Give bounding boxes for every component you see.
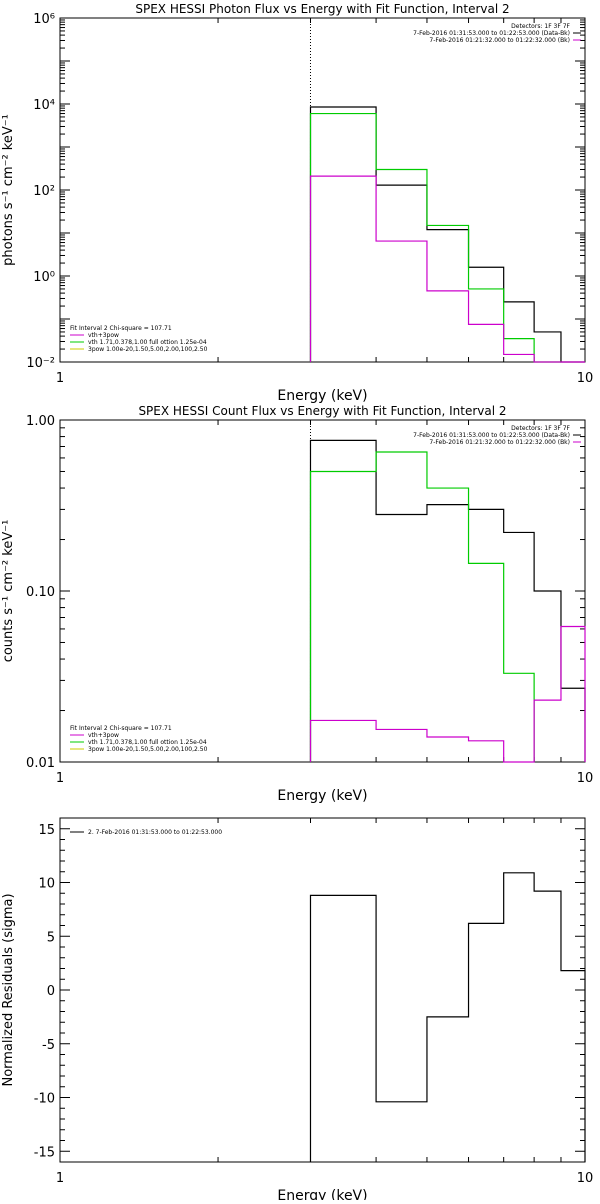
- y-axis-label: photons s⁻¹ cm⁻² keV⁻¹: [1, 114, 16, 266]
- chart-title: SPEX HESSI Photon Flux vs Energy with Fi…: [135, 2, 509, 16]
- y-tick-label: 10⁻²: [26, 356, 55, 371]
- x-axis-label: Energy (keV): [277, 788, 367, 804]
- legend-item: vth 1.71,0.378,1.00 full ottion 1.25e-04: [88, 739, 207, 746]
- y-tick-label: 0.10: [26, 585, 55, 600]
- header-text: Detectors: 1F 3F 7F: [511, 425, 570, 432]
- legend-item: vth 1.71,0.378,1.00 full ottion 1.25e-04: [88, 339, 207, 346]
- y-tick-label: 10⁰: [33, 270, 55, 285]
- y-axis-label: Normalized Residuals (sigma): [1, 893, 16, 1086]
- y-tick-label: 15: [38, 823, 55, 838]
- x-tick-label: 1: [56, 371, 64, 386]
- legend-item: 3pow 1.00e-20,1.50,5.00,2.00,100,2.50: [88, 346, 208, 353]
- y-tick-label: 1.00: [26, 414, 55, 429]
- legend-item: 3pow 1.00e-20,1.50,5.00,2.00,100,2.50: [88, 746, 208, 753]
- y-tick-label: 10⁴: [33, 98, 55, 113]
- plot-frame: [59, 817, 586, 1163]
- x-tick-label: 1: [56, 771, 64, 786]
- header-text: Detectors: 1F 3F 7F: [511, 23, 570, 30]
- y-tick-label: 10⁶: [33, 12, 55, 27]
- x-tick-label: 10: [577, 771, 594, 786]
- header-text: 7-Feb-2016 01:31:53.000 to 01:22:53.000 …: [413, 30, 570, 37]
- header-text: 7-Feb-2016 01:31:53.000 to 01:22:53.000 …: [413, 432, 570, 439]
- y-axis-label: counts s⁻¹ cm⁻² keV⁻¹: [1, 520, 16, 663]
- y-tick-label: -15: [34, 1145, 55, 1160]
- chart-panel-1: [59, 17, 586, 363]
- y-tick-label: -10: [34, 1092, 55, 1107]
- legend-item: vth+3pow: [88, 332, 119, 339]
- chart-title: SPEX HESSI Count Flux vs Energy with Fit…: [138, 404, 506, 418]
- x-tick-label: 10: [577, 371, 594, 386]
- legend-title: Fit Interval 2 Chi-square = 107.71: [70, 725, 172, 732]
- x-axis-label: Energy (keV): [277, 388, 367, 404]
- y-tick-label: 0: [47, 984, 55, 999]
- y-tick-label: 10²: [33, 184, 55, 199]
- legend-item: vth+3pow: [88, 732, 119, 739]
- y-tick-label: -5: [42, 1038, 55, 1053]
- plot-frame: [59, 17, 586, 363]
- series-step-line-1: [309, 872, 586, 1162]
- series-step-line-3: [309, 175, 585, 363]
- chart-panel-2: [59, 419, 586, 763]
- y-tick-label: 10: [38, 877, 55, 892]
- y-tick-label: 0.01: [26, 756, 55, 771]
- x-axis-label: Energy (keV): [277, 1188, 367, 1200]
- x-tick-label: 10: [577, 1171, 594, 1186]
- series-step-line-2: [309, 112, 561, 363]
- legend-item: 2. 7-Feb-2016 01:31:53.000 to 01:22:53.0…: [88, 829, 222, 836]
- header-text: 7-Feb-2016 01:21:32.000 to 01:22:32.000 …: [429, 439, 570, 446]
- series-step-line-2: [309, 451, 535, 762]
- series-step-line-3: [309, 625, 586, 763]
- y-tick-label: 5: [47, 930, 55, 945]
- header-text: 7-Feb-2016 01:21:32.000 to 01:22:32.000 …: [429, 37, 570, 44]
- series-step-line-1: [309, 106, 585, 363]
- chart-panel-3: [59, 817, 586, 1163]
- x-tick-label: 1: [56, 1171, 64, 1186]
- legend-title: Fit Interval 2 Chi-square = 107.71: [70, 325, 172, 332]
